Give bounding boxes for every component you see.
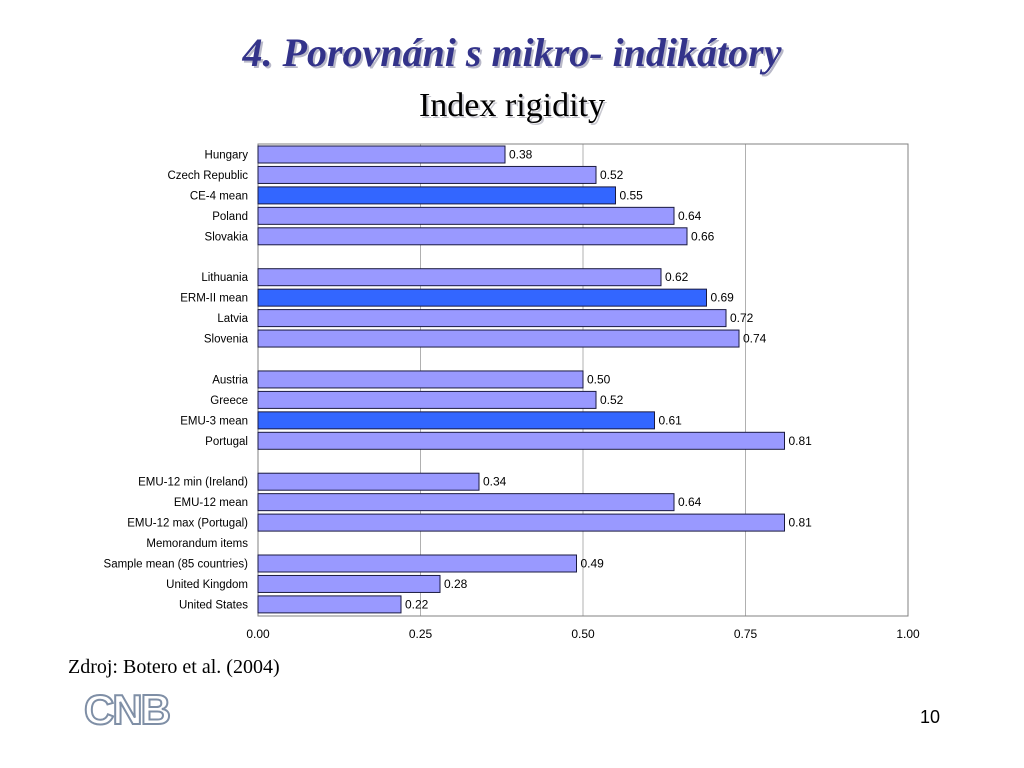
bar [257, 390, 597, 409]
category-label: United Kingdom [166, 579, 248, 591]
bar [257, 370, 584, 389]
bar-highlight [257, 288, 707, 307]
bar [257, 595, 402, 614]
slide-title: 4. Porovnáni s mikro- indikátory [242, 30, 782, 75]
x-tick-label: 0.25 [409, 627, 433, 641]
category-label: CE-4 mean [190, 190, 248, 202]
x-tick-label: 1.00 [896, 627, 920, 641]
bar [257, 165, 597, 184]
value-label: 0.52 [600, 393, 624, 407]
value-label: 0.22 [405, 597, 429, 611]
bar [257, 227, 688, 246]
category-label: Austria [212, 374, 248, 386]
category-label: EMU-12 min (Ireland) [138, 477, 248, 489]
bar [257, 513, 785, 532]
value-label: 0.64 [678, 495, 702, 509]
cnb-logo: CNB [84, 688, 173, 730]
chart-subtitle: Index rigidity [418, 87, 606, 124]
bar [257, 574, 441, 593]
value-label: 0.50 [587, 372, 611, 386]
value-label: 0.55 [620, 188, 644, 202]
category-label: Poland [212, 211, 248, 223]
value-label: 0.62 [665, 270, 689, 284]
bar [257, 554, 577, 573]
category-label: Greece [210, 395, 248, 407]
bar [257, 309, 727, 328]
value-label: 0.72 [730, 311, 754, 325]
bar [257, 268, 662, 287]
category-label: Portugal [205, 436, 248, 448]
cnb-logo-text: CNB [84, 688, 170, 730]
x-axis-ticks: 0.00 0.25 0.50 0.75 1.00 [246, 627, 920, 641]
category-label: Sample mean (85 countries) [104, 559, 249, 571]
value-label: 0.66 [691, 229, 715, 243]
value-label: 0.74 [743, 332, 767, 346]
category-label: EMU-12 mean [174, 497, 248, 509]
bar [257, 206, 675, 225]
category-labels: Hungary Czech Republic CE-4 mean Poland Slov… [104, 150, 249, 612]
category-label: Czech Republic [167, 170, 248, 182]
x-tick-label: 0.00 [246, 627, 270, 641]
category-label: ERM-II mean [180, 293, 248, 305]
bar [257, 329, 740, 348]
value-labels: 0.38 0.52 0.55 0.64 0.66 0.62 0.69 0.72 0.74 0.50… [405, 148, 812, 612]
value-label: 0.81 [789, 516, 813, 530]
page-number: 10 [919, 707, 940, 727]
source-note: Zdroj: Botero et al. (2004) [68, 656, 280, 678]
category-label: EMU-3 mean [180, 415, 248, 427]
category-label: Slovenia [204, 334, 249, 346]
x-tick-label: 0.75 [734, 627, 758, 641]
value-label: 0.34 [483, 475, 507, 489]
value-label: 0.64 [678, 209, 702, 223]
bar-highlight [257, 411, 655, 430]
value-label: 0.69 [711, 291, 735, 305]
category-label: Hungary [205, 150, 249, 162]
bar-highlight [257, 186, 616, 205]
category-label: United States [179, 599, 248, 611]
category-label: EMU-12 max (Portugal) [127, 518, 248, 530]
value-label: 0.52 [600, 168, 624, 182]
category-label: Latvia [217, 313, 248, 325]
value-label: 0.81 [789, 434, 813, 448]
bar [257, 472, 480, 491]
value-label: 0.28 [444, 577, 468, 591]
value-label: 0.49 [581, 557, 605, 571]
category-label: Memorandum items [146, 538, 248, 550]
bar [257, 493, 675, 512]
category-label: Lithuania [201, 272, 248, 284]
category-label: Slovakia [205, 231, 249, 243]
bars [257, 145, 785, 614]
bar [257, 145, 506, 164]
bar-chart: Hungary Czech Republic CE-4 mean Poland Slov… [104, 143, 920, 641]
value-label: 0.61 [659, 413, 683, 427]
bar [257, 431, 785, 450]
x-tick-label: 0.50 [571, 627, 595, 641]
value-label: 0.38 [509, 148, 533, 162]
